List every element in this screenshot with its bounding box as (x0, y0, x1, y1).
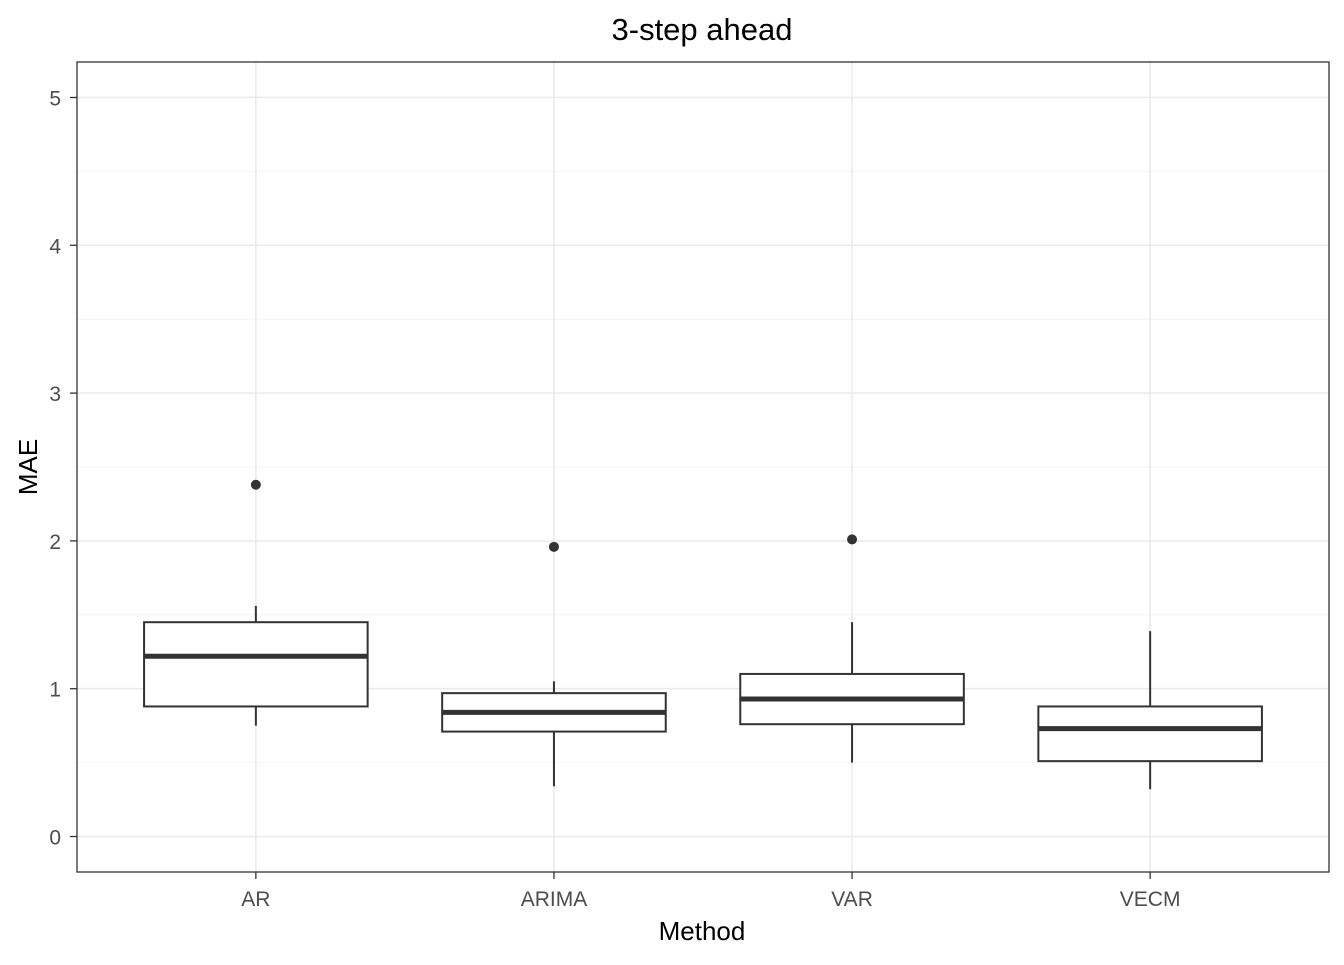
iqr-box (143, 621, 369, 708)
axis-layer: 0 1 2 3 4 5 AR ARIMA VAR VECM (49, 87, 1180, 911)
chart-title: 3-step ahead (612, 12, 793, 47)
y-tick-label: 0 (49, 827, 61, 850)
y-tick-label: 5 (49, 87, 61, 110)
box-vecm (1037, 631, 1263, 790)
outlier-point (847, 534, 858, 545)
y-tick-label: 2 (49, 531, 61, 554)
y-tick-label: 3 (49, 383, 61, 406)
x-tick-label: ARIMA (521, 888, 588, 911)
box-ar (143, 479, 369, 726)
box-var (739, 534, 965, 763)
panel-border (76, 61, 1330, 873)
iqr-box (1037, 705, 1263, 763)
outlier-point (250, 479, 261, 490)
y-tick-label: 4 (49, 235, 61, 258)
y-tick-label: 1 (49, 679, 61, 702)
x-tick-label: VAR (831, 888, 873, 911)
box-layer (143, 479, 1263, 790)
box-arima (441, 541, 667, 787)
x-tick-label: VECM (1120, 888, 1181, 911)
x-axis-title: Method (659, 916, 746, 946)
y-axis-title: MAE (13, 439, 43, 495)
x-tick-label: AR (241, 888, 270, 911)
outlier-point (548, 541, 559, 552)
